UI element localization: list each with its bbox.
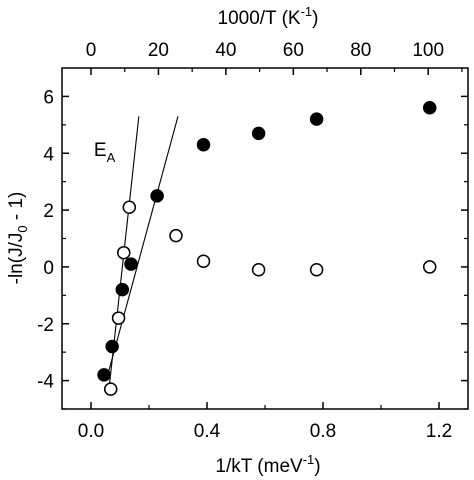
open-point [251, 263, 266, 277]
filled-point [124, 257, 138, 271]
filled-point [97, 368, 111, 382]
data-points [97, 101, 437, 396]
filled-point [422, 101, 437, 115]
x2-axis-title: 1000/T (K-1) [218, 4, 319, 29]
y-tick-label: 0 [43, 258, 54, 279]
filled-point [196, 137, 211, 152]
x-tick-label: 0.0 [78, 421, 104, 442]
y-axis-title: -ln(J/J0 - 1) [6, 192, 30, 285]
open-point [111, 311, 126, 325]
plot-frame [61, 67, 469, 410]
x-axis-title: 1/kT (meV-1) [215, 452, 320, 477]
x2-tick-label: 20 [148, 40, 169, 61]
open-point [103, 382, 118, 396]
y-tick-label: 4 [43, 144, 54, 165]
fit-line [106, 116, 179, 378]
open-point [309, 263, 324, 277]
y-tick-label: -2 [37, 315, 54, 336]
filled-point [309, 112, 324, 126]
tick-marks [62, 68, 468, 410]
filled-point [251, 126, 266, 141]
open-point [196, 254, 211, 268]
y-tick-label: -4 [37, 372, 54, 393]
filled-point [115, 282, 130, 297]
x2-tick-label: 0 [86, 40, 97, 61]
open-point [117, 245, 131, 260]
x-tick-label: 1.2 [426, 421, 452, 442]
y-tick-label: 6 [43, 87, 54, 108]
tick-labels: 0.0 0.4 0.8 1.2 0 20 40 60 80 100 -4 -2 0 2 4 6 [37, 40, 452, 442]
filled-point [105, 339, 119, 354]
activation-energy-label: EA [94, 140, 116, 165]
open-point [122, 200, 137, 214]
x2-tick-label: 40 [215, 40, 236, 61]
x-tick-label: 0.4 [194, 421, 221, 442]
x2-tick-label: 80 [350, 40, 371, 61]
open-point [422, 260, 437, 274]
x2-tick-label: 60 [283, 40, 304, 61]
x2-tick-label: 100 [412, 40, 444, 61]
filled-point [150, 189, 164, 203]
y-tick-label: 2 [43, 201, 54, 222]
open-point [169, 228, 183, 243]
x-tick-label: 0.8 [310, 421, 336, 442]
